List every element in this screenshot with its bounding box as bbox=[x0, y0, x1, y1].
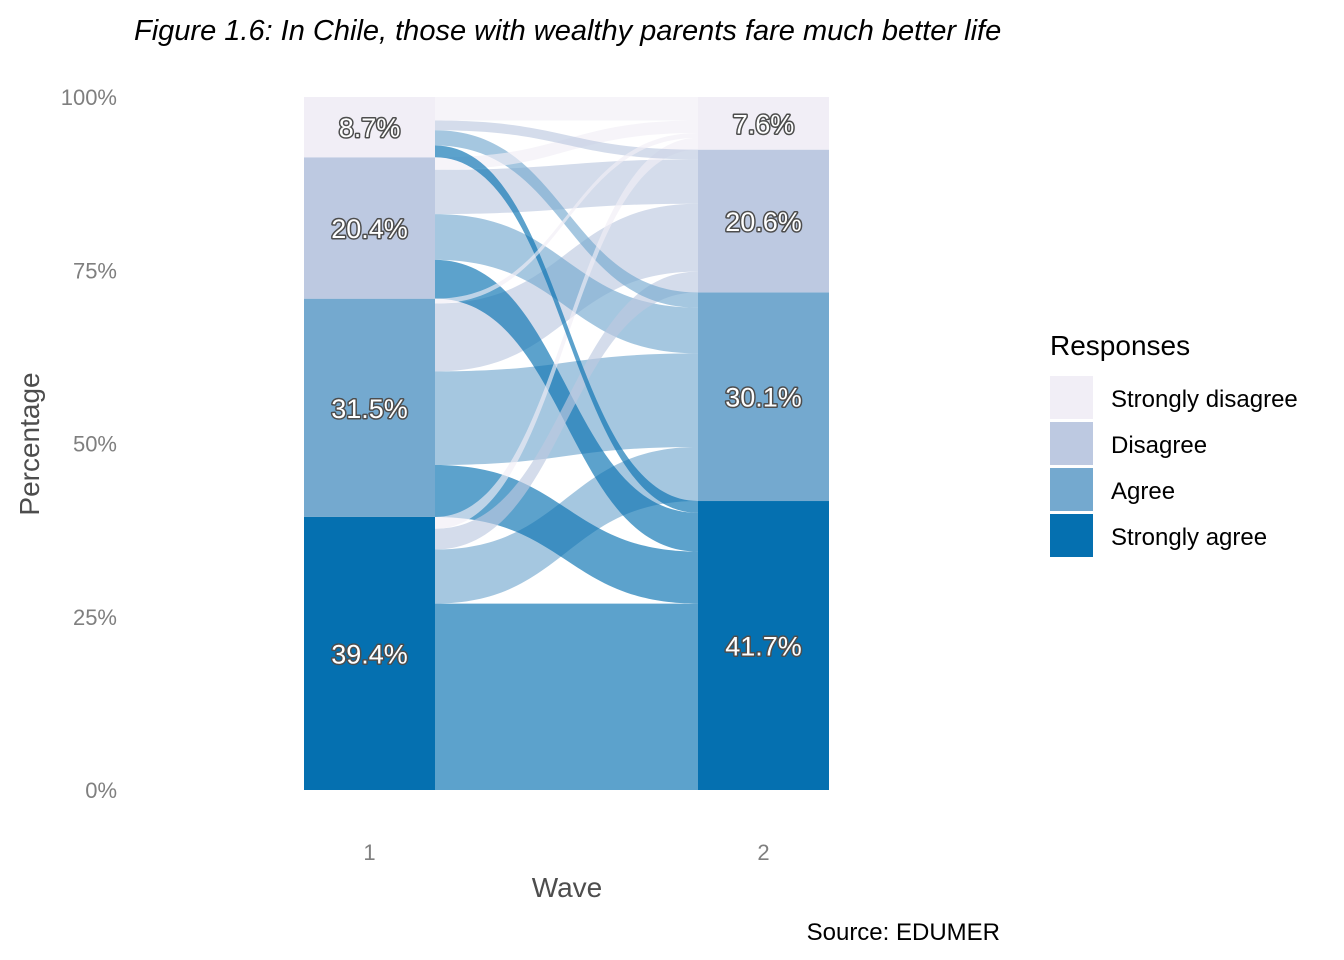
bar-wave-1-strongly-disagree bbox=[304, 97, 435, 158]
x-axis-title: Wave bbox=[532, 872, 603, 903]
legend-swatch-strongly-disagree bbox=[1050, 376, 1093, 419]
flow-strongly-disagree-to-strongly-disagree bbox=[435, 97, 698, 121]
legend-swatch-disagree bbox=[1050, 422, 1093, 465]
bar-wave-2-strongly-disagree bbox=[698, 97, 829, 150]
legend: Strongly disagree Disagree Agree Strongly a… bbox=[1050, 376, 1298, 557]
flow-agree-to-strongly-agree bbox=[435, 464, 698, 604]
bar-label-wave-2-disagree: 20.6% bbox=[725, 207, 802, 237]
x-tick-label: 1 bbox=[363, 840, 375, 865]
flow-strongly-agree-to-disagree bbox=[435, 271, 698, 550]
flow-strongly-disagree-to-strongly-agree bbox=[435, 145, 698, 513]
bar-label-wave-1-disagree: 20.4% bbox=[331, 214, 408, 244]
y-axis-ticks: 0% 25% 50% 75% 100% bbox=[61, 85, 117, 803]
bar-label-wave-1-agree: 31.5% bbox=[331, 394, 408, 424]
bar-label-wave-1-strongly-disagree: 8.7% bbox=[339, 113, 401, 143]
y-tick-label: 25% bbox=[73, 605, 117, 630]
caption: Source: EDUMER bbox=[807, 919, 1000, 946]
flow-agree-to-strongly-disagree bbox=[435, 133, 698, 304]
y-tick-label: 75% bbox=[73, 258, 117, 283]
flow-disagree-to-disagree bbox=[435, 159, 698, 215]
legend-label-agree: Agree bbox=[1111, 478, 1175, 505]
bar-wave-2-agree bbox=[698, 292, 829, 502]
bar-wave-1-strongly-agree bbox=[304, 516, 435, 790]
flow-strongly-agree-to-strongly-agree bbox=[435, 603, 698, 790]
flow-strongly-disagree-to-disagree bbox=[435, 120, 698, 160]
y-axis-title: Percentage bbox=[14, 372, 45, 515]
bar-wave-2-strongly-agree bbox=[698, 501, 829, 790]
bar-label-wave-2-strongly-agree: 41.7% bbox=[725, 632, 802, 662]
y-tick-label: 100% bbox=[61, 85, 117, 110]
x-tick-label: 2 bbox=[757, 840, 769, 865]
legend-title: Responses bbox=[1050, 330, 1190, 361]
bar-wave-2-disagree bbox=[698, 149, 829, 293]
bar-label-wave-1-strongly-agree: 39.4% bbox=[331, 639, 408, 669]
legend-label-strongly-disagree: Strongly disagree bbox=[1111, 386, 1298, 413]
chart-title: Figure 1.6: In Chile, those with wealthy… bbox=[134, 15, 1001, 47]
legend-label-strongly-agree: Strongly agree bbox=[1111, 524, 1267, 551]
y-tick-label: 50% bbox=[73, 432, 117, 457]
legend-swatch-strongly-agree bbox=[1050, 514, 1093, 557]
y-tick-label: 0% bbox=[85, 778, 117, 803]
flow-disagree-to-strongly-disagree bbox=[435, 120, 698, 170]
bar-layer bbox=[304, 97, 829, 790]
bar-wave-1-agree bbox=[304, 298, 435, 517]
bar-label-wave-2-agree: 30.1% bbox=[725, 383, 802, 413]
legend-label-disagree: Disagree bbox=[1111, 432, 1207, 459]
flow-layer bbox=[435, 97, 698, 790]
bar-label-wave-2-strongly-disagree: 7.6% bbox=[733, 109, 795, 139]
legend-swatch-agree bbox=[1050, 468, 1093, 511]
bar-wave-1-disagree bbox=[304, 157, 435, 299]
bar-label-layer: 39.4% 31.5% 20.4% 8.7% 41.7% 30.1% 20.6% 7.6% bbox=[330, 108, 804, 671]
